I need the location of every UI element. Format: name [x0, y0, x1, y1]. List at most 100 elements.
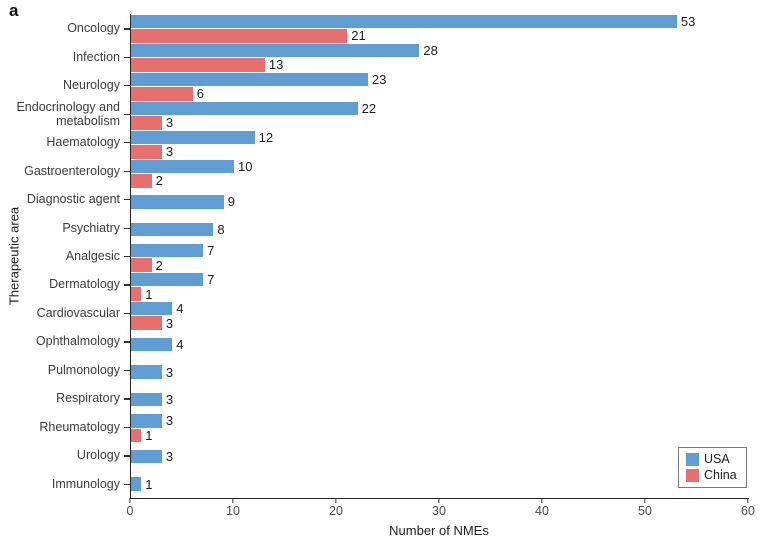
- y-axis-tick-mark: [124, 369, 130, 372]
- category-label: Endocrinology and metabolism: [16, 99, 120, 128]
- bar-row: 1: [131, 287, 749, 301]
- value-label: 1: [145, 286, 153, 302]
- usa-bar: [131, 72, 368, 86]
- china-bar: [131, 258, 152, 272]
- legend-label: China: [704, 468, 737, 483]
- bar-group: 10 2: [131, 159, 749, 188]
- category-label: Diagnostic agent: [26, 192, 120, 207]
- bar-group: 9: [131, 188, 749, 216]
- x-axis-tick-mark: [129, 498, 131, 503]
- china-bar: [131, 29, 348, 43]
- usa-bar: [131, 43, 420, 57]
- category-label-slot: Oncology: [0, 14, 130, 42]
- value-label: 22: [361, 100, 377, 116]
- usa-bar: [131, 222, 214, 237]
- legend: USA China: [678, 447, 747, 488]
- x-axis-tick-label: 40: [535, 504, 549, 518]
- value-label: 2: [155, 257, 163, 273]
- value-label: 8: [217, 222, 225, 238]
- value-label: 4: [176, 336, 184, 352]
- china-bar: [131, 116, 162, 130]
- bar-row: 8: [131, 222, 749, 238]
- usa-bar: [131, 101, 358, 115]
- bar-group: 4: [131, 330, 749, 358]
- bar-group: 3: [131, 358, 749, 386]
- value-label: 21: [351, 28, 366, 44]
- value-label: 6: [196, 86, 205, 102]
- bar-group: 3: [131, 443, 749, 471]
- x-axis-tick-label: 0: [126, 504, 134, 518]
- value-label: 9: [227, 194, 235, 210]
- value-label: 53: [680, 13, 696, 29]
- bar-row: 7: [131, 272, 749, 287]
- bar-row: 28: [131, 42, 749, 58]
- bar-row: 1: [131, 428, 749, 443]
- value-label: 1: [145, 476, 153, 492]
- category-label-slot: Dermatology: [0, 270, 130, 298]
- bar-row: 1: [131, 477, 749, 491]
- legend-entry: China: [686, 469, 737, 482]
- bar-row: 22: [131, 100, 749, 116]
- bar-row: 3: [131, 392, 749, 407]
- y-axis-tick-mark: [124, 341, 130, 343]
- y-axis-tick-mark: [124, 483, 130, 486]
- usa-bar: [131, 365, 162, 379]
- category-label-slot: Ophthalmology: [0, 327, 130, 355]
- usa-bar: [131, 392, 162, 407]
- category-label: Oncology: [67, 21, 120, 36]
- bar-row: 3: [131, 448, 749, 464]
- category-label: Rheumatology: [39, 419, 120, 434]
- category-label: Infection: [72, 49, 120, 64]
- bar-group: 53 21: [131, 14, 749, 43]
- category-label: Urology: [76, 448, 120, 463]
- bar-group: 8: [131, 216, 749, 244]
- category-label-slot: Neurology: [0, 71, 130, 99]
- category-label-slot: Haematology: [0, 128, 130, 156]
- y-axis-tick-mark: [124, 170, 130, 172]
- value-label: 12: [258, 129, 274, 145]
- usa-bar: [131, 477, 142, 491]
- value-label: 10: [238, 158, 253, 174]
- bar-row: 12: [131, 129, 749, 145]
- category-label: Gastroenterology: [24, 163, 120, 178]
- value-label: 28: [423, 42, 438, 58]
- bar-row: 6: [131, 87, 749, 101]
- category-label-slot: Immunology: [0, 470, 130, 498]
- category-label: Cardiovascular: [36, 305, 120, 320]
- bar-row: 2: [131, 174, 749, 188]
- panel-label: a: [9, 1, 19, 20]
- category-label-slot: Rheumatology: [0, 413, 130, 441]
- value-label: 2: [155, 173, 163, 189]
- value-label: 3: [165, 315, 174, 331]
- y-axis-tick-mark: [124, 284, 130, 286]
- legend-swatch: [686, 469, 699, 482]
- usa-bar: [131, 414, 162, 428]
- bar-row: 10: [131, 158, 749, 174]
- value-label: 3: [165, 115, 174, 131]
- x-axis-tick-mark: [747, 498, 749, 503]
- bar-row: 4: [131, 301, 749, 317]
- category-label: Immunology: [51, 476, 120, 491]
- usa-bar: [131, 14, 677, 28]
- category-label: Psychiatry: [62, 220, 120, 235]
- value-label: 4: [176, 301, 184, 317]
- value-label: 3: [165, 413, 174, 429]
- y-axis-tick-mark: [124, 113, 130, 115]
- value-label: 3: [165, 448, 174, 464]
- bar-row: 13: [131, 58, 749, 72]
- plot-area: 53 21 28 13 23 6 22 3 12 3 10 2 9 8 7 2 7 1 4 3 4 3 3 3 1 3 1: [130, 14, 749, 499]
- y-axis-tick-mark: [124, 455, 130, 457]
- category-label-slot: Cardiovascular: [0, 299, 130, 327]
- x-axis-tick-mark: [232, 498, 234, 503]
- category-label-slot: Analgesic: [0, 242, 130, 270]
- category-label-slot: Diagnostic agent: [0, 185, 130, 213]
- y-axis-tick-mark: [124, 426, 130, 429]
- category-label-slot: Respiratory: [0, 384, 130, 412]
- y-axis-tick-mark: [124, 199, 130, 201]
- y-axis-tick-mark: [124, 56, 130, 58]
- value-label: 13: [268, 57, 284, 73]
- usa-bar: [131, 337, 173, 352]
- legend-entry: USA: [686, 453, 737, 466]
